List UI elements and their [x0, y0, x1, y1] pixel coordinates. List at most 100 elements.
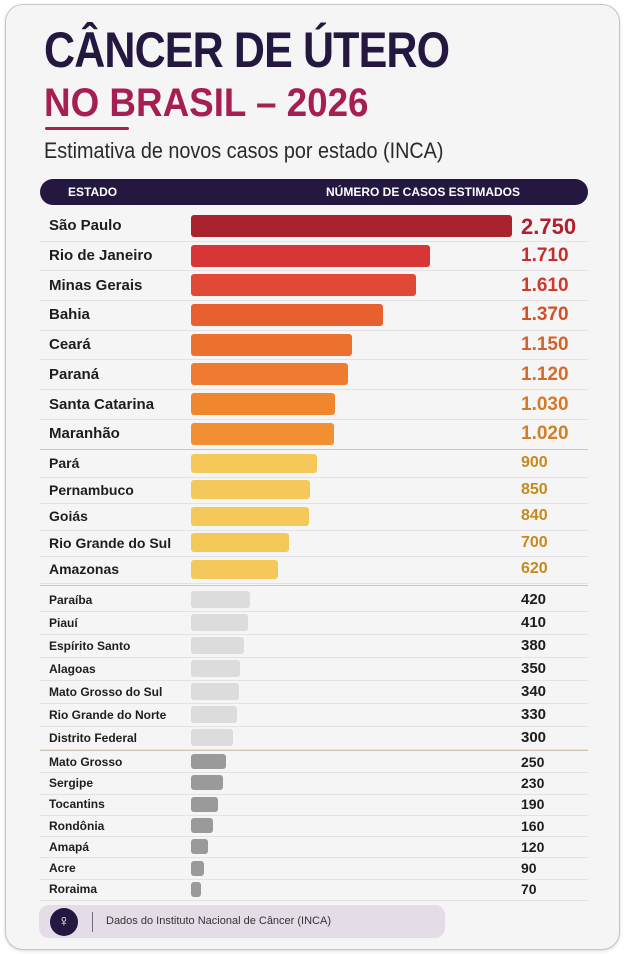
bar — [191, 303, 383, 326]
state-label: Pará — [49, 455, 80, 472]
table-row: Amazonas 620 — [40, 557, 588, 584]
table-row: Distrito Federal 300 — [40, 727, 588, 750]
title-line-1: CÂNCER DE ÚTERO — [44, 22, 450, 78]
table-row: Alagoas 350 — [40, 658, 588, 681]
bar — [191, 796, 218, 812]
value-label: 1.120 — [521, 363, 569, 385]
value-label: 160 — [521, 817, 545, 834]
value-label: 90 — [521, 860, 537, 877]
title-underline — [45, 127, 129, 130]
table-row: Rio Grande do Sul 700 — [40, 531, 588, 557]
state-label: Paraná — [49, 365, 100, 383]
state-label: Minas Gerais — [49, 276, 143, 294]
table-row: Acre 90 — [40, 859, 588, 880]
table-row: Rio de Janeiro 1.710 — [40, 242, 588, 272]
bar — [191, 244, 431, 267]
state-label: Roraima — [49, 882, 98, 897]
value-label: 1.610 — [521, 274, 569, 296]
bar — [191, 706, 238, 723]
bar — [191, 881, 201, 897]
state-label: Alagoas — [49, 661, 96, 676]
value-label: 2.750 — [521, 213, 577, 239]
state-label: Goiás — [49, 508, 88, 525]
value-label: 70 — [521, 881, 537, 898]
table-row: Piauí 410 — [40, 612, 588, 635]
bar — [191, 754, 226, 770]
header-state: ESTADO — [68, 185, 118, 199]
table-row: Rondônia 160 — [40, 816, 588, 838]
footer-divider — [92, 912, 93, 932]
source-text: Dados do Instituto Nacional de Câncer (I… — [106, 915, 331, 927]
value-label: 300 — [521, 729, 547, 746]
bar — [191, 591, 250, 608]
group-divider — [40, 449, 588, 450]
value-label: 1.020 — [521, 423, 569, 445]
bar — [191, 775, 224, 791]
bar — [191, 422, 334, 445]
state-label: Rio Grande do Norte — [49, 707, 167, 722]
table-header: ESTADO NÚMERO DE CASOS ESTIMADOS — [40, 179, 588, 205]
value-label: 340 — [521, 683, 547, 700]
state-label: Bahia — [49, 306, 90, 324]
value-label: 1.710 — [521, 245, 569, 267]
value-label: 700 — [521, 533, 548, 551]
bar — [191, 214, 512, 237]
bar — [191, 274, 417, 297]
table-row: Mato Grosso 250 — [40, 752, 588, 774]
table-row: Tocantins 190 — [40, 795, 588, 816]
value-label: 1.030 — [521, 393, 569, 415]
table-row: São Paulo 2.750 — [40, 212, 588, 242]
bar — [191, 614, 249, 631]
table-row: Sergipe 230 — [40, 773, 588, 795]
value-label: 250 — [521, 753, 545, 770]
value-label: 900 — [521, 454, 548, 472]
group-divider — [40, 585, 588, 586]
table-row: Minas Gerais 1.610 — [40, 271, 588, 302]
state-label: Amazonas — [49, 561, 120, 578]
bar — [191, 559, 278, 579]
bar — [191, 729, 233, 746]
table-row: Goiás 840 — [40, 504, 588, 531]
bar — [191, 480, 310, 500]
bar — [191, 818, 214, 834]
value-label: 350 — [521, 660, 547, 677]
state-label: Pernambuco — [49, 481, 134, 498]
table-row: Paraná 1.120 — [40, 361, 588, 391]
state-label: Rio Grande do Sul — [49, 534, 172, 551]
state-label: Mato Grosso — [49, 754, 123, 769]
table-row: Ceará 1.150 — [40, 331, 588, 361]
value-label: 420 — [521, 591, 547, 608]
bar — [191, 839, 208, 855]
value-label: 190 — [521, 796, 545, 813]
state-label: Mato Grosso do Sul — [49, 684, 163, 699]
subtitle: Estimativa de novos casos por estado (IN… — [44, 138, 444, 163]
value-label: 840 — [521, 507, 548, 525]
state-label: Piauí — [49, 615, 78, 630]
table-row: Paraíba 420 — [40, 589, 588, 612]
bar — [191, 506, 309, 526]
value-label: 120 — [521, 838, 545, 855]
value-label: 620 — [521, 560, 548, 578]
value-label: 1.150 — [521, 334, 569, 356]
table-row: Espírito Santo 380 — [40, 635, 588, 658]
bar — [191, 453, 317, 473]
title-line-2: NO BRASIL – 2026 — [44, 81, 369, 125]
value-label: 1.370 — [521, 304, 569, 326]
state-label: São Paulo — [49, 217, 122, 235]
bar — [191, 393, 336, 416]
bar — [191, 333, 352, 356]
state-label: Espírito Santo — [49, 638, 131, 653]
state-label: Paraíba — [49, 592, 93, 607]
table-row: Rio Grande do Norte 330 — [40, 704, 588, 727]
bar — [191, 683, 239, 700]
state-label: Rondônia — [49, 818, 105, 833]
header-cases: NÚMERO DE CASOS ESTIMADOS — [326, 185, 521, 199]
state-label: Santa Catarina — [49, 395, 155, 413]
state-label: Ceará — [49, 336, 91, 354]
table-row: Maranhão 1.020 — [40, 420, 588, 450]
uterus-icon: ♀ — [50, 908, 78, 936]
value-label: 410 — [521, 614, 547, 631]
group-divider — [40, 750, 588, 751]
table-row: Pernambuco 850 — [40, 478, 588, 504]
bar — [191, 533, 289, 553]
